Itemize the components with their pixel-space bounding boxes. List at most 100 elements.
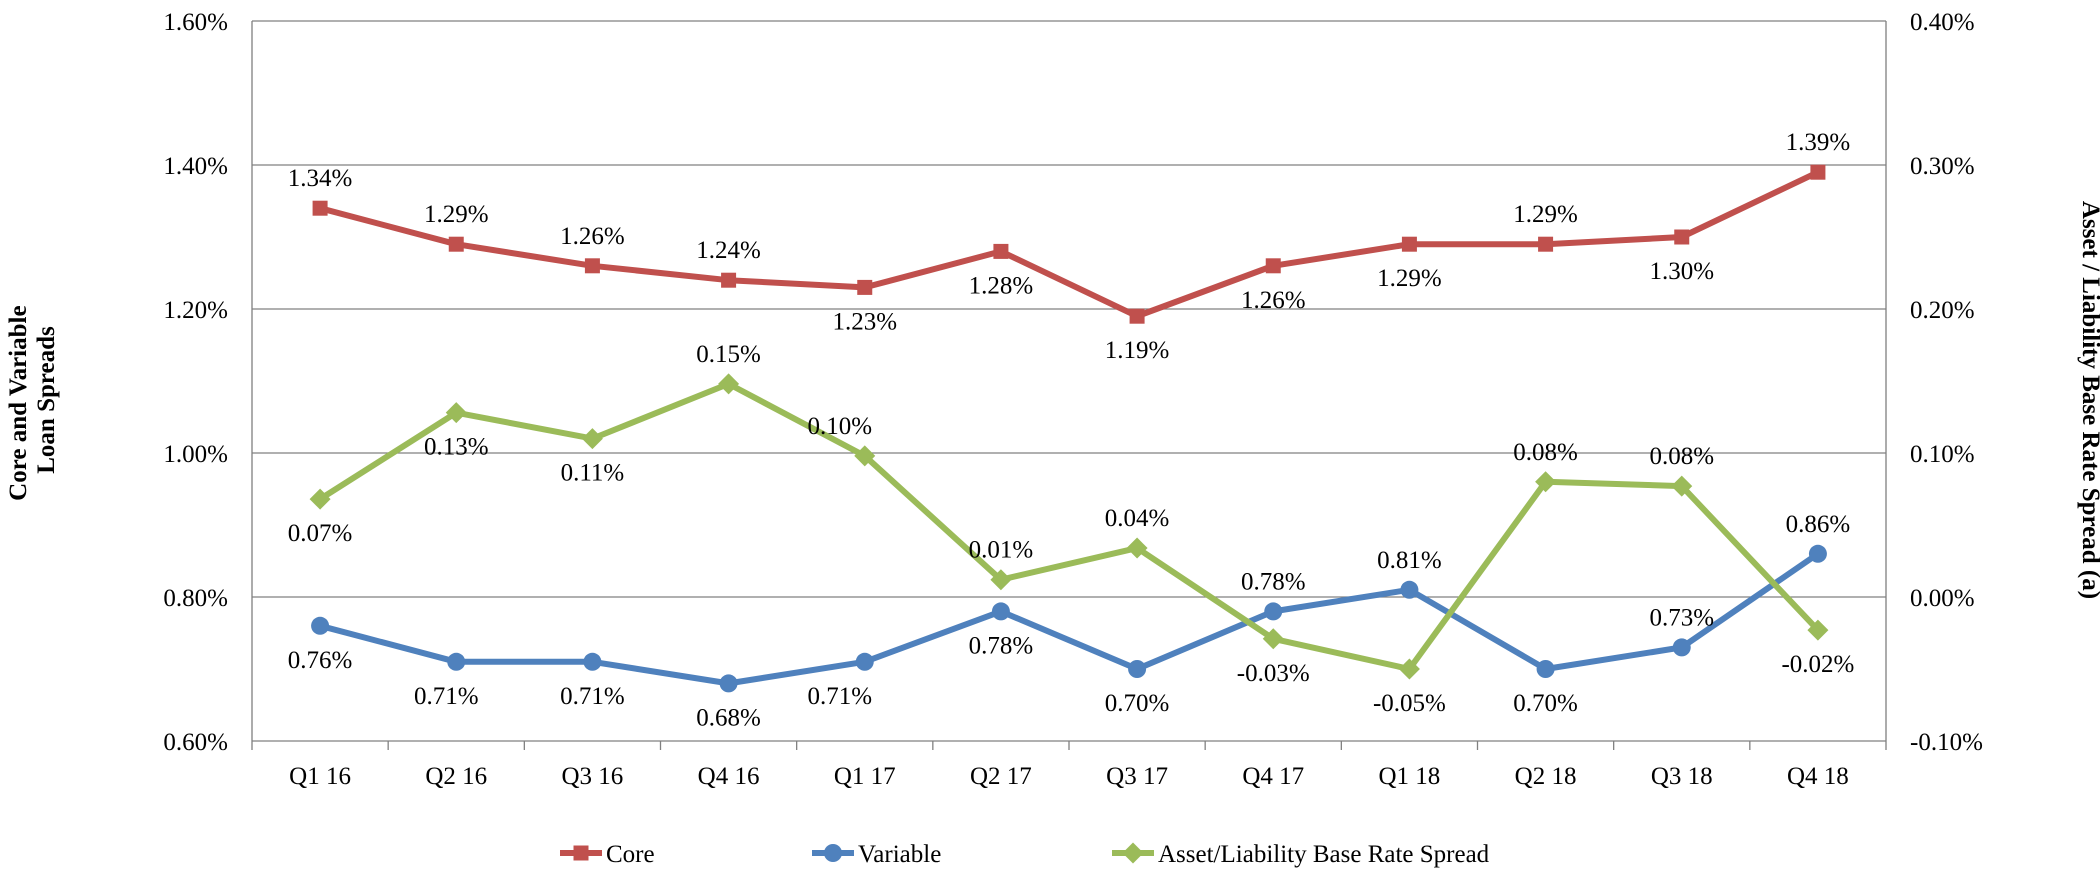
data-label-core: 1.28%: [969, 272, 1034, 299]
data-label-variable: 0.78%: [969, 632, 1034, 659]
legend-marker: [824, 844, 842, 862]
legend-label: Variable: [858, 841, 941, 868]
data-label-variable: 0.86%: [1786, 511, 1851, 538]
data-point-core: [1538, 236, 1554, 252]
data-point-variable: [583, 652, 602, 671]
data-label-base-rate-spread: -0.05%: [1373, 690, 1446, 717]
axes: [251, 21, 1887, 742]
x-tick-label: Q2 17: [970, 763, 1032, 790]
data-label-core: 1.29%: [1377, 265, 1442, 292]
data-point-variable: [1536, 660, 1555, 678]
series: [309, 164, 1829, 693]
y2-tick-label: 0.30%: [1910, 153, 1975, 180]
data-point-variable: [719, 674, 738, 693]
y-tick-label: 1.00%: [163, 441, 228, 468]
x-tick-label: Q3 16: [562, 763, 624, 790]
data-label-variable: 0.73%: [1649, 604, 1714, 631]
x-tick-label: Q3 17: [1106, 763, 1168, 790]
x-tick-label: Q4 18: [1787, 763, 1849, 790]
data-point-base-rate-spread: [309, 488, 331, 510]
legend-entry-variable: Variable: [812, 841, 941, 868]
series-line-core: [319, 169, 1820, 320]
legend-marker: [573, 845, 589, 861]
data-point-variable: [1128, 660, 1147, 678]
data-point-variable: [447, 652, 466, 671]
legend-entry-base-rate-spread: Asset/Liability Base Rate Spread: [1112, 841, 1490, 868]
data-label-base-rate-spread: 0.08%: [1649, 443, 1714, 470]
data-point-base-rate-spread: [1398, 658, 1420, 680]
y2-axis-title: Asset / Liability Base Rate Spread (a): [2077, 201, 2100, 599]
y2-tick-label: 0.10%: [1910, 441, 1975, 468]
data-point-variable: [855, 652, 874, 671]
x-axis-ticks: Q1 16 Q2 16 Q3 16 Q4 16 Q1 17 Q2 17 Q3 17 Q4 17…: [251, 741, 1887, 790]
data-label-base-rate-spread: 0.07%: [288, 520, 353, 547]
x-tick-label: Q3 18: [1651, 763, 1713, 790]
y2-tick-label: 0.00%: [1910, 585, 1975, 612]
x-tick-label: Q2 18: [1515, 763, 1577, 790]
data-point-variable: [1400, 580, 1419, 599]
data-label-base-rate-spread: -0.02%: [1781, 651, 1854, 678]
data-point-base-rate-spread: [1535, 471, 1557, 493]
data-label-base-rate-spread: 0.01%: [969, 537, 1034, 564]
y2-axis-ticks: -0.10% 0.00% 0.10% 0.20% 0.30% 0.40%: [1910, 9, 1983, 756]
data-point-variable: [991, 602, 1010, 621]
data-point-base-rate-spread: [1126, 537, 1148, 559]
data-label-base-rate-spread: 0.15%: [696, 341, 761, 368]
data-point-variable: [1672, 638, 1691, 657]
data-point-base-rate-spread: [1671, 475, 1693, 497]
data-label-variable: 0.78%: [1241, 568, 1306, 595]
legend-entry-core: Core: [560, 841, 655, 868]
x-tick-label: Q4 16: [698, 763, 760, 790]
data-label-base-rate-spread: -0.03%: [1237, 660, 1310, 687]
legend-marker: [1122, 842, 1144, 864]
y-axis-ticks: 0.60% 0.80% 1.00% 1.20% 1.40% 1.60%: [163, 9, 228, 756]
y2-tick-label: 0.20%: [1910, 297, 1975, 324]
data-point-variable: [311, 616, 330, 635]
x-tick-label: Q4 17: [1242, 763, 1304, 790]
data-label-variable: 0.76%: [288, 647, 353, 674]
data-label-core: 1.34%: [288, 165, 353, 192]
data-point-base-rate-spread: [1807, 619, 1829, 641]
data-point-core: [1129, 308, 1145, 324]
legend-label: Core: [606, 841, 655, 868]
data-point-base-rate-spread: [718, 373, 740, 395]
legend: Core Variable Asset/Liability Base Rate Sp…: [560, 841, 1490, 868]
series-line-variable: [319, 551, 1820, 687]
y-tick-label: 0.80%: [163, 585, 228, 612]
data-point-variable: [1264, 602, 1283, 621]
data-point-base-rate-spread: [581, 428, 603, 450]
data-label-base-rate-spread: 0.13%: [424, 434, 489, 461]
x-tick-label: Q1 18: [1379, 763, 1441, 790]
data-point-base-rate-spread: [1262, 628, 1284, 650]
data-label-core: 1.30%: [1649, 258, 1714, 285]
data-point-variable: [1808, 544, 1827, 563]
data-point-core: [721, 272, 737, 288]
y-tick-label: 1.20%: [163, 297, 228, 324]
data-point-core: [1401, 236, 1417, 252]
data-labels: 1.34% 1.29% 1.26% 1.24% 1.23% 1.28% 1.19% 1.26%…: [288, 129, 1855, 731]
y-tick-label: 0.60%: [163, 729, 228, 756]
data-label-core: 1.29%: [424, 201, 489, 228]
data-label-variable: 0.71%: [414, 683, 479, 710]
data-label-core: 1.19%: [1105, 337, 1170, 364]
data-point-base-rate-spread: [854, 445, 876, 467]
y-tick-label: 1.60%: [163, 9, 228, 36]
data-label-base-rate-spread: 0.10%: [807, 413, 872, 440]
y-tick-label: 1.40%: [163, 153, 228, 180]
gridlines: [252, 20, 1886, 598]
data-label-core: 1.26%: [1241, 287, 1306, 314]
y-axis-title: Core and Variable Loan Spreads: [5, 299, 60, 501]
x-tick-label: Q2 16: [425, 763, 487, 790]
data-label-core: 1.26%: [560, 223, 625, 250]
data-label-core: 1.39%: [1786, 129, 1851, 156]
data-label-base-rate-spread: 0.08%: [1513, 439, 1578, 466]
data-point-core: [1674, 229, 1690, 245]
data-label-variable: 0.70%: [1105, 690, 1170, 717]
data-label-variable: 0.68%: [696, 704, 761, 731]
data-label-variable: 0.71%: [807, 683, 872, 710]
data-point-core: [584, 258, 600, 274]
data-label-base-rate-spread: 0.11%: [561, 460, 625, 487]
y2-tick-label: -0.10%: [1910, 729, 1983, 756]
